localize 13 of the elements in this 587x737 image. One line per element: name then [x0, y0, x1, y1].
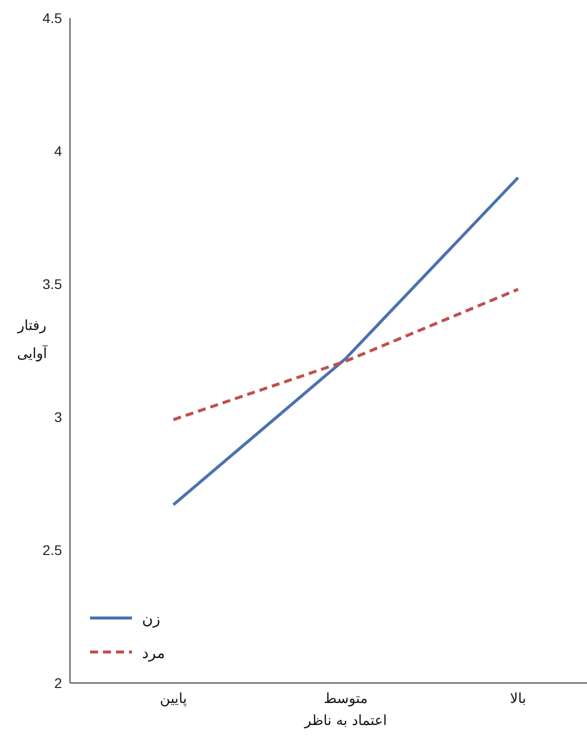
y-tick-label: 2.5 — [42, 542, 62, 558]
legend-label: زن — [142, 610, 160, 628]
y-tick-label: 3 — [54, 409, 62, 425]
legend-label: مرد — [142, 644, 165, 662]
x-tick-label: متوسط — [324, 691, 368, 707]
y-axis-title: رفتار آوایی — [16, 318, 48, 362]
y-tick-label: 2 — [54, 675, 62, 691]
y-tick-label: 4 — [54, 143, 62, 159]
y-tick-label: 3.5 — [42, 276, 62, 292]
x-axis-title: اعتماد به ناظر — [304, 713, 387, 729]
x-tick-label: پایین — [160, 691, 187, 707]
y-tick-label: 4.5 — [42, 10, 62, 26]
x-tick-label: بالا — [510, 691, 526, 707]
